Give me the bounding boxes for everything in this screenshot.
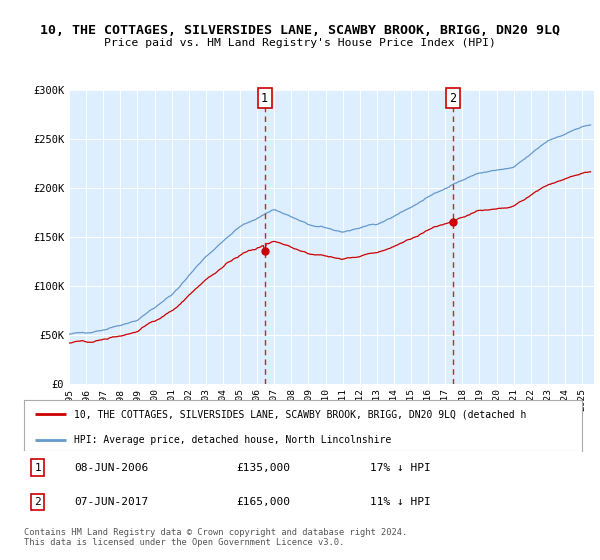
- Text: Contains HM Land Registry data © Crown copyright and database right 2024.
This d: Contains HM Land Registry data © Crown c…: [24, 528, 407, 547]
- Text: 07-JUN-2017: 07-JUN-2017: [74, 497, 148, 507]
- Text: HPI: Average price, detached house, North Lincolnshire: HPI: Average price, detached house, Nort…: [74, 435, 391, 445]
- Text: 2: 2: [449, 92, 457, 105]
- Text: 1: 1: [261, 92, 268, 105]
- Text: 08-JUN-2006: 08-JUN-2006: [74, 463, 148, 473]
- Text: 1: 1: [35, 463, 41, 473]
- Text: 10, THE COTTAGES, SILVERSIDES LANE, SCAWBY BROOK, BRIGG, DN20 9LQ (detached h: 10, THE COTTAGES, SILVERSIDES LANE, SCAW…: [74, 409, 527, 419]
- Text: 2: 2: [35, 497, 41, 507]
- Text: £165,000: £165,000: [236, 497, 290, 507]
- Text: 10, THE COTTAGES, SILVERSIDES LANE, SCAWBY BROOK, BRIGG, DN20 9LQ: 10, THE COTTAGES, SILVERSIDES LANE, SCAW…: [40, 24, 560, 36]
- Text: 11% ↓ HPI: 11% ↓ HPI: [370, 497, 431, 507]
- Text: Price paid vs. HM Land Registry's House Price Index (HPI): Price paid vs. HM Land Registry's House …: [104, 38, 496, 48]
- Text: 17% ↓ HPI: 17% ↓ HPI: [370, 463, 431, 473]
- Text: £135,000: £135,000: [236, 463, 290, 473]
